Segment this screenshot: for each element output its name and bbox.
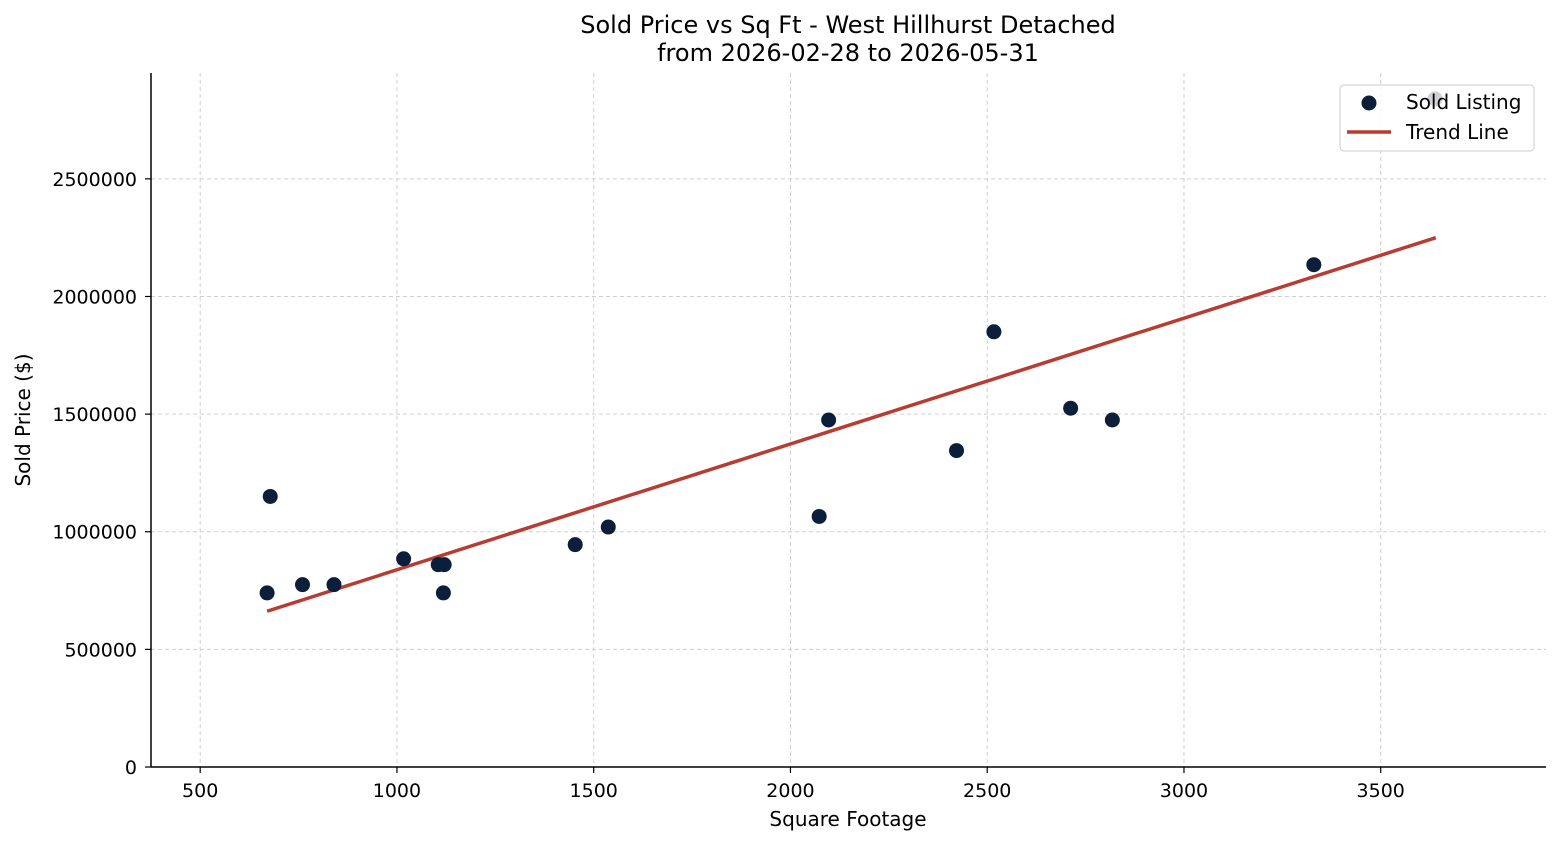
y-tick-label: 1500000: [52, 404, 137, 426]
data-point: [949, 443, 965, 459]
x-tick-label: 1000: [373, 780, 421, 802]
x-ticks: 500 1000 1500 2000 2500 3000 3500: [182, 767, 1405, 802]
x-tick-label: 2000: [766, 780, 814, 802]
legend-scatter-marker: [1361, 95, 1377, 111]
y-tick-label: 0: [125, 757, 137, 779]
data-point: [295, 577, 311, 593]
y-tick-label: 2500000: [52, 169, 137, 191]
x-tick-label: 500: [182, 780, 218, 802]
data-point: [1063, 400, 1079, 416]
trend-line-layer: [266, 236, 1437, 613]
y-ticks: 0 500000 1000000 1500000 2000000 2500000: [52, 169, 151, 779]
y-tick-label: 1000000: [52, 522, 137, 544]
data-point: [262, 488, 278, 504]
trend-line: [266, 236, 1437, 613]
data-point: [326, 577, 342, 593]
legend-label-sold-listing: Sold Listing: [1406, 90, 1521, 114]
y-tick-label: 2000000: [52, 286, 137, 308]
legend-box: [1339, 84, 1535, 152]
y-tick-label: 500000: [64, 639, 137, 661]
data-point: [821, 412, 837, 428]
data-point: [1104, 412, 1120, 428]
data-point: [435, 585, 451, 601]
x-tick-label: 2500: [963, 780, 1011, 802]
x-axis-label: Square Footage: [769, 807, 926, 831]
data-point: [600, 519, 616, 535]
scatter-points: [259, 91, 1443, 601]
axes: [150, 73, 1546, 768]
legend-label-trend-line: Trend Line: [1405, 120, 1509, 144]
grid: [151, 73, 1546, 767]
data-point: [986, 324, 1002, 340]
data-point: [1306, 257, 1322, 273]
y-axis-label: Sold Price ($): [11, 353, 35, 486]
data-point: [436, 557, 452, 573]
x-tick-label: 3500: [1357, 780, 1405, 802]
data-point: [259, 585, 275, 601]
data-point: [396, 551, 412, 567]
chart-title-line-1: Sold Price vs Sq Ft - West Hillhurst Det…: [580, 11, 1115, 39]
x-tick-label: 3000: [1160, 780, 1208, 802]
data-point: [567, 537, 583, 553]
x-tick-label: 1500: [570, 780, 618, 802]
chart-title-line-2: from 2026-02-28 to 2026-05-31: [657, 39, 1039, 67]
legend: Sold Listing Trend Line: [1339, 84, 1535, 152]
data-point: [811, 508, 827, 524]
